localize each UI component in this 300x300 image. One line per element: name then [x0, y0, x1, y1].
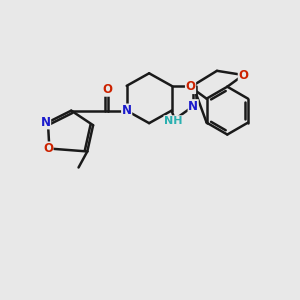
Text: O: O	[238, 68, 248, 82]
Text: N: N	[122, 104, 132, 117]
Text: N: N	[40, 116, 51, 129]
Text: O: O	[103, 83, 113, 96]
Text: O: O	[43, 142, 53, 155]
Text: N: N	[188, 100, 198, 113]
Text: NH: NH	[164, 116, 183, 126]
Text: O: O	[185, 80, 196, 94]
